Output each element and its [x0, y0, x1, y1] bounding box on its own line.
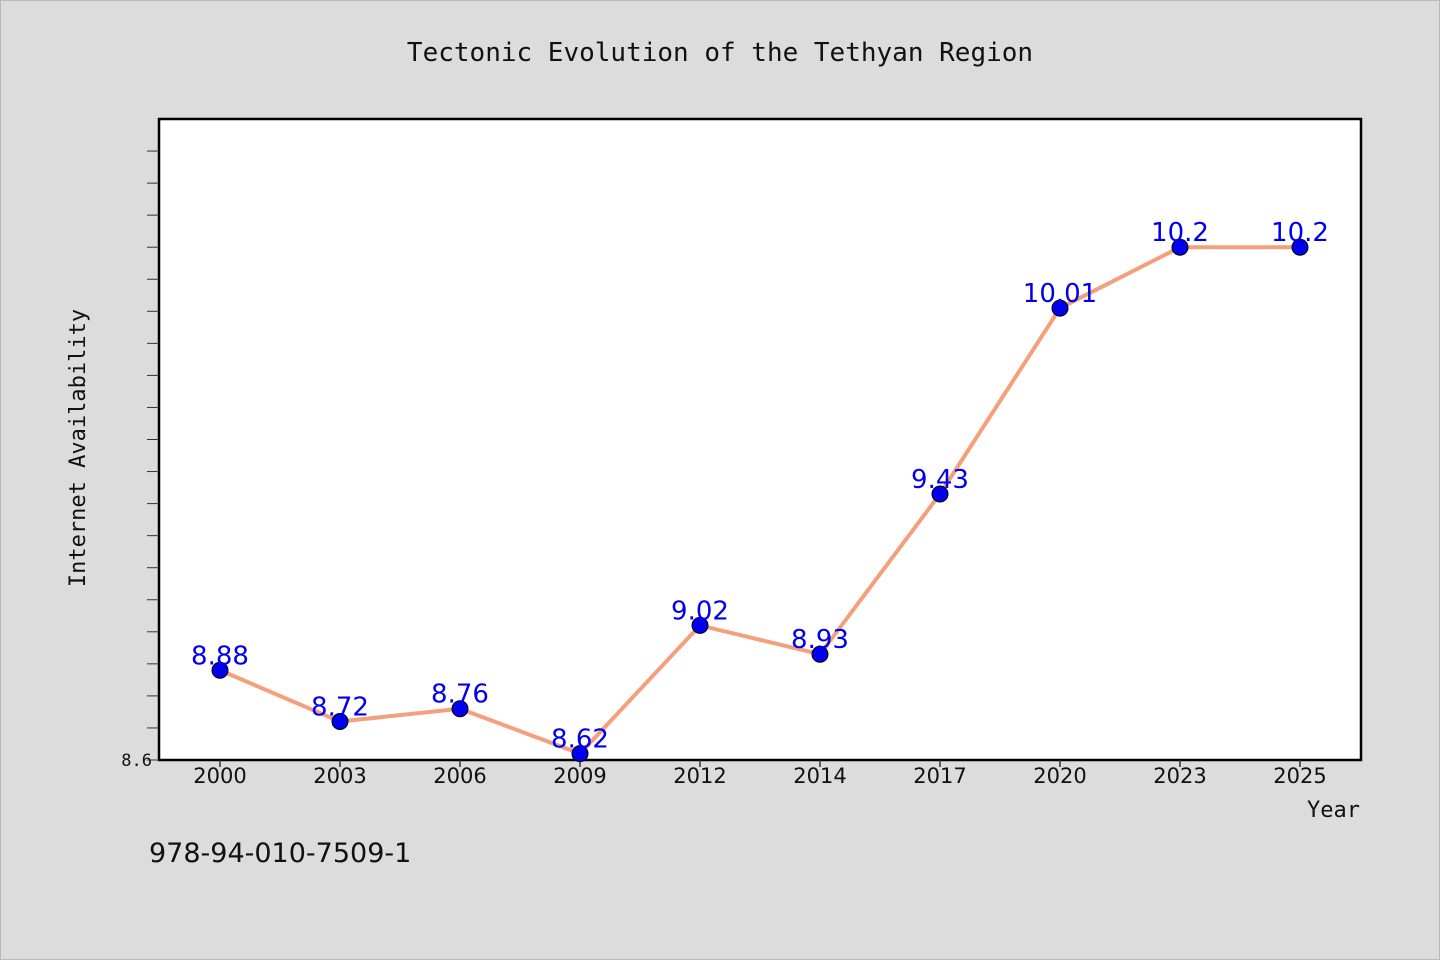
x-axis-label: Year [1307, 798, 1360, 823]
data-label: 8.62 [551, 725, 609, 755]
series-line [219, 245, 1300, 756]
data-label: 9.43 [911, 465, 969, 495]
data-point [451, 700, 469, 718]
data-label: 8.76 [431, 680, 489, 710]
data-point [331, 713, 349, 731]
data-point [571, 745, 589, 763]
x-axis-ticks [219, 760, 1301, 767]
y-axis-label: Internet Availability [66, 309, 91, 587]
x-tick-label: 2025 [1273, 764, 1326, 788]
x-tick-label: 2023 [1153, 764, 1206, 788]
x-tick-label: 2009 [553, 764, 606, 788]
data-point [211, 661, 229, 679]
x-tick-label: 2014 [793, 764, 846, 788]
x-axis-tick-labels: 2000 2003 2006 2009 2012 2014 2017 2020 2023 2025 [193, 764, 1326, 788]
data-label: 9.02 [671, 596, 729, 626]
y-tick-label: 8.6 [121, 751, 152, 771]
data-point [691, 616, 709, 634]
x-tick-label: 2003 [313, 764, 366, 788]
data-point [1171, 238, 1189, 256]
data-point [811, 645, 829, 663]
data-point [1291, 238, 1309, 256]
series-markers [211, 238, 1309, 763]
x-tick-label: 2012 [673, 764, 726, 788]
x-tick-label: 2006 [433, 764, 486, 788]
data-label: 10.01 [1023, 279, 1097, 309]
plot-area [157, 117, 1363, 762]
data-label: 8.93 [791, 625, 849, 655]
data-label: 8.88 [191, 641, 249, 671]
data-labels: 8.88 8.72 8.76 8.62 9.02 8.93 9.43 10.01 10.2 10.… [191, 218, 1329, 754]
data-label: 8.72 [311, 693, 369, 723]
x-tick-label: 2000 [193, 764, 246, 788]
isbn-text: 978-94-010-7509-1 [149, 838, 411, 869]
x-tick-label: 2020 [1033, 764, 1086, 788]
data-label: 10.2 [1151, 218, 1209, 248]
chart-title: Tectonic Evolution of the Tethyan Region [407, 38, 1033, 68]
y-axis-ticks [147, 150, 159, 761]
x-tick-label: 2017 [913, 764, 966, 788]
data-point [1051, 299, 1069, 317]
data-point [931, 485, 949, 503]
data-label: 10.2 [1271, 218, 1329, 248]
y-axis-tick-labels: 8.6 [121, 751, 152, 771]
